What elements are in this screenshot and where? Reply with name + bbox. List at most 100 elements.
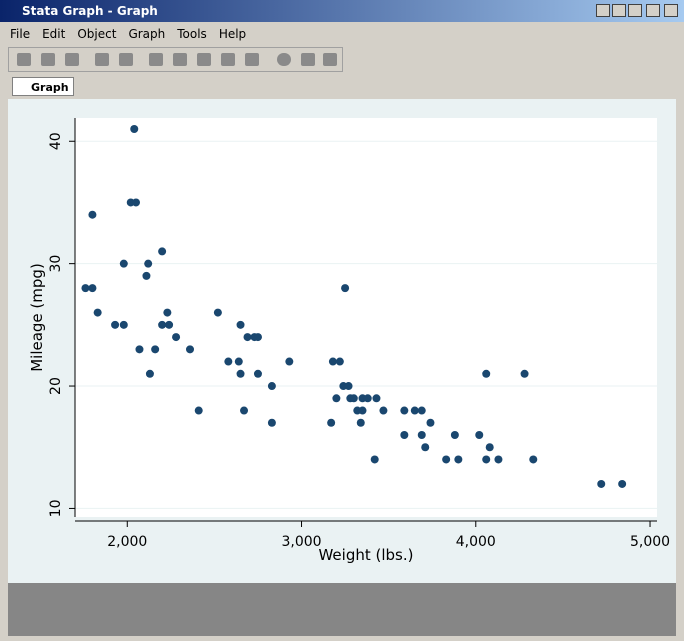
point bbox=[482, 369, 491, 378]
point bbox=[529, 455, 538, 464]
point bbox=[131, 198, 140, 207]
point bbox=[442, 455, 451, 464]
point bbox=[151, 345, 160, 354]
point bbox=[450, 430, 459, 439]
point bbox=[267, 418, 276, 427]
point bbox=[341, 284, 350, 293]
x-tick-label: 3,000 bbox=[281, 534, 321, 550]
y-axis-title: Mileage (mpg) bbox=[28, 263, 46, 372]
point bbox=[358, 406, 367, 415]
tool-icon[interactable] bbox=[245, 53, 259, 66]
point bbox=[93, 308, 102, 317]
menu-item[interactable]: Graph bbox=[128, 27, 166, 41]
x-tick-label: 2,000 bbox=[107, 534, 147, 550]
maximize-button[interactable] bbox=[612, 4, 626, 17]
menu-item[interactable]: Tools bbox=[177, 27, 207, 41]
point bbox=[158, 320, 167, 329]
point bbox=[194, 406, 203, 415]
point bbox=[597, 479, 606, 488]
menu-item[interactable]: Edit bbox=[42, 27, 66, 41]
point bbox=[236, 369, 245, 378]
point bbox=[253, 369, 262, 378]
tool-icon[interactable] bbox=[17, 53, 31, 66]
y-tick-label: 20 bbox=[48, 377, 64, 395]
y-tick-label: 30 bbox=[48, 255, 64, 273]
restore-button[interactable] bbox=[596, 4, 610, 17]
point bbox=[327, 418, 336, 427]
point bbox=[482, 455, 491, 464]
point bbox=[213, 308, 222, 317]
point bbox=[328, 357, 337, 366]
point bbox=[421, 443, 430, 452]
tab-bar: Graph bbox=[8, 76, 676, 98]
tool-icon[interactable] bbox=[119, 53, 133, 66]
tool-icon[interactable] bbox=[221, 53, 235, 66]
point bbox=[335, 357, 344, 366]
point bbox=[426, 418, 435, 427]
record-icon[interactable] bbox=[277, 53, 291, 66]
play-icon[interactable] bbox=[323, 53, 337, 66]
point bbox=[144, 259, 153, 268]
point bbox=[243, 333, 252, 342]
point bbox=[234, 357, 243, 366]
point bbox=[172, 333, 181, 342]
menu-item[interactable]: File bbox=[10, 27, 31, 41]
point bbox=[332, 394, 341, 403]
point bbox=[165, 320, 174, 329]
point bbox=[520, 369, 529, 378]
title-bar: Stata Graph - Graph bbox=[0, 0, 684, 22]
point bbox=[494, 455, 503, 464]
point bbox=[186, 345, 195, 354]
point bbox=[370, 455, 379, 464]
graph-tab[interactable]: Graph bbox=[12, 77, 74, 96]
x-axis-title: Weight (lbs.) bbox=[318, 546, 413, 564]
point bbox=[130, 125, 139, 134]
close-button[interactable] bbox=[664, 4, 678, 17]
point bbox=[236, 320, 245, 329]
point bbox=[618, 479, 627, 488]
toolbar bbox=[8, 47, 343, 72]
point bbox=[400, 430, 409, 439]
point bbox=[417, 406, 426, 415]
point bbox=[224, 357, 233, 366]
point bbox=[119, 320, 128, 329]
menu-item[interactable]: Object bbox=[77, 27, 117, 41]
point bbox=[485, 443, 494, 452]
point bbox=[454, 455, 463, 464]
point bbox=[81, 284, 90, 293]
point bbox=[417, 430, 426, 439]
point bbox=[111, 320, 120, 329]
tool-icon[interactable] bbox=[197, 53, 211, 66]
tool-icon[interactable] bbox=[65, 53, 79, 66]
window-title: Stata Graph - Graph bbox=[22, 4, 158, 18]
point bbox=[356, 418, 365, 427]
x-tick-label: 4,000 bbox=[456, 534, 496, 550]
tool-icon[interactable] bbox=[149, 53, 163, 66]
point bbox=[135, 345, 144, 354]
point bbox=[410, 406, 419, 415]
x-tick-label: 5,000 bbox=[630, 534, 670, 550]
point bbox=[349, 394, 358, 403]
max-button[interactable] bbox=[646, 4, 660, 17]
point bbox=[363, 394, 372, 403]
point bbox=[379, 406, 388, 415]
pause-icon[interactable] bbox=[301, 53, 315, 66]
menu-item[interactable]: Help bbox=[218, 27, 247, 41]
tool-icon[interactable] bbox=[41, 53, 55, 66]
plot: 10 20 30 40 2,000 3,000 4,000 5,000 Weight (lbs.… bbox=[28, 118, 670, 564]
point bbox=[253, 333, 262, 342]
plot-region bbox=[75, 118, 657, 517]
point bbox=[240, 406, 249, 415]
point bbox=[267, 382, 276, 391]
minimize-button[interactable] bbox=[628, 4, 642, 17]
tool-icon[interactable] bbox=[173, 53, 187, 66]
status-area bbox=[8, 583, 676, 636]
tool-icon[interactable] bbox=[95, 53, 109, 66]
point bbox=[163, 308, 172, 317]
point bbox=[158, 247, 167, 256]
y-tick-label: 40 bbox=[48, 132, 64, 150]
point bbox=[145, 369, 154, 378]
menu-bar: File Edit Object Graph Tools Help bbox=[0, 24, 684, 44]
point bbox=[88, 284, 97, 293]
